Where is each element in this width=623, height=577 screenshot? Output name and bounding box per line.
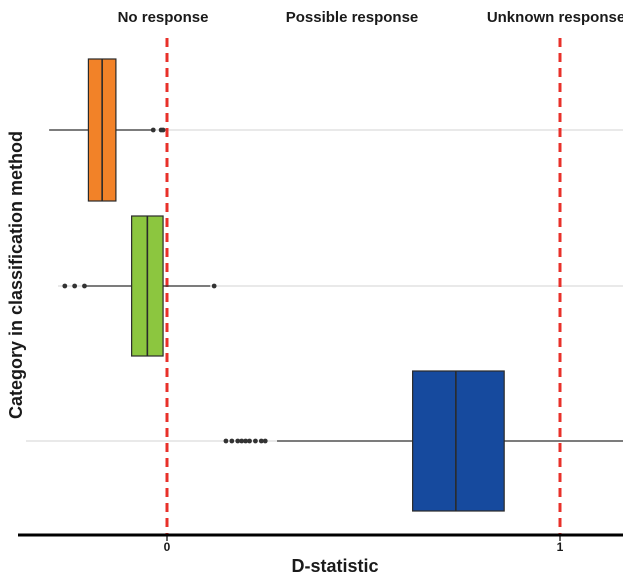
boxes	[49, 58, 623, 512]
outlier-point	[72, 283, 78, 289]
outlier-point	[160, 127, 166, 133]
outlier-point	[262, 438, 268, 444]
outlier-point	[258, 438, 264, 444]
annotation-3: Unknown response	[487, 9, 623, 26]
box-body	[412, 370, 505, 512]
x-tick-label-1: 0	[164, 540, 171, 554]
outlier-point	[223, 438, 229, 444]
box-2	[62, 215, 217, 357]
outlier-point	[229, 438, 235, 444]
outlier-point	[253, 438, 258, 444]
outlier-point	[150, 127, 156, 133]
outlier-point	[82, 283, 87, 289]
outlier-point	[247, 438, 252, 444]
annotation-2: Possible response	[286, 9, 419, 26]
outlier-point	[243, 438, 249, 444]
annotation-1: No response	[118, 9, 209, 26]
outlier-point	[239, 438, 245, 444]
outlier-point	[62, 283, 68, 289]
y-axis-title: Category in classification method	[6, 131, 26, 419]
outlier-point	[235, 438, 241, 444]
outlier-point	[211, 283, 217, 289]
box-3	[223, 370, 623, 512]
x-axis-title: D-statistic	[291, 556, 378, 576]
x-tick-label-2: 1	[557, 540, 564, 554]
box-1	[49, 58, 166, 202]
annotations: No response Possible response Unknown resp…	[118, 9, 623, 26]
